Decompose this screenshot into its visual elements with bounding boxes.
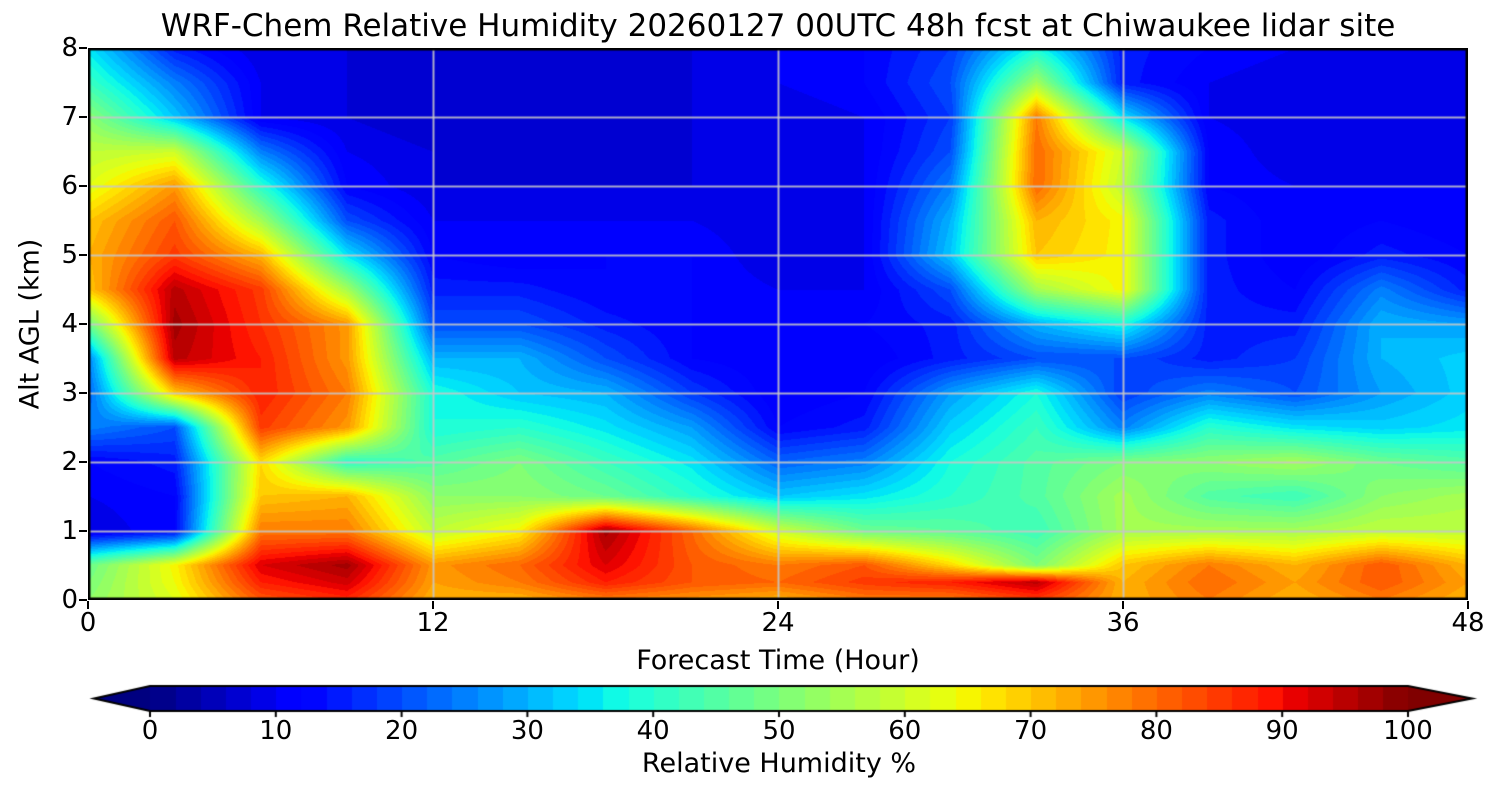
y-tick xyxy=(79,185,87,187)
y-tick xyxy=(79,323,87,325)
y-tick xyxy=(79,599,87,601)
y-tick-label: 3 xyxy=(61,378,78,408)
x-tick xyxy=(777,601,779,609)
y-tick-label: 4 xyxy=(61,309,78,339)
y-tick xyxy=(79,116,87,118)
colorbar-tick-label: 90 xyxy=(1265,716,1299,746)
y-tick xyxy=(79,530,87,532)
plot-title: WRF-Chem Relative Humidity 20260127 00UT… xyxy=(160,8,1396,44)
colorbar-tick-label: 10 xyxy=(259,716,293,746)
colorbar-canvas xyxy=(88,682,1480,718)
y-tick-label: 2 xyxy=(61,447,78,477)
y-tick xyxy=(79,254,87,256)
x-tick-label: 48 xyxy=(1451,608,1485,638)
colorbar-tick-label: 20 xyxy=(385,716,419,746)
y-tick xyxy=(79,47,87,49)
colorbar-tick-label: 100 xyxy=(1383,716,1433,746)
y-tick xyxy=(79,461,87,463)
x-tick xyxy=(87,601,89,609)
colorbar-tick-label: 30 xyxy=(510,716,544,746)
y-tick-label: 7 xyxy=(61,102,78,132)
colorbar-tick-label: 0 xyxy=(141,716,159,746)
y-tick-label: 0 xyxy=(61,585,78,615)
x-tick-label: 0 xyxy=(79,608,97,638)
x-tick-label: 12 xyxy=(416,608,450,638)
colorbar-tick-label: 40 xyxy=(636,716,670,746)
y-tick xyxy=(79,392,87,394)
colorbar-tick-label: 70 xyxy=(1014,716,1048,746)
colorbar-tick-label: 60 xyxy=(888,716,922,746)
x-tick-label: 24 xyxy=(761,608,795,638)
colorbar-tick-label: 80 xyxy=(1139,716,1173,746)
colorbar-label: Relative Humidity % xyxy=(641,748,917,779)
colorbar-tick-label: 50 xyxy=(762,716,796,746)
x-axis-label: Forecast Time (Hour) xyxy=(636,645,920,676)
y-tick-label: 6 xyxy=(61,171,78,201)
heatmap-canvas xyxy=(88,48,1468,600)
x-tick xyxy=(1467,601,1469,609)
y-tick-label: 5 xyxy=(61,240,78,270)
x-tick xyxy=(1122,601,1124,609)
x-tick xyxy=(432,601,434,609)
x-tick-label: 36 xyxy=(1106,608,1140,638)
y-tick-label: 1 xyxy=(61,516,78,546)
y-tick-label: 8 xyxy=(61,33,78,63)
